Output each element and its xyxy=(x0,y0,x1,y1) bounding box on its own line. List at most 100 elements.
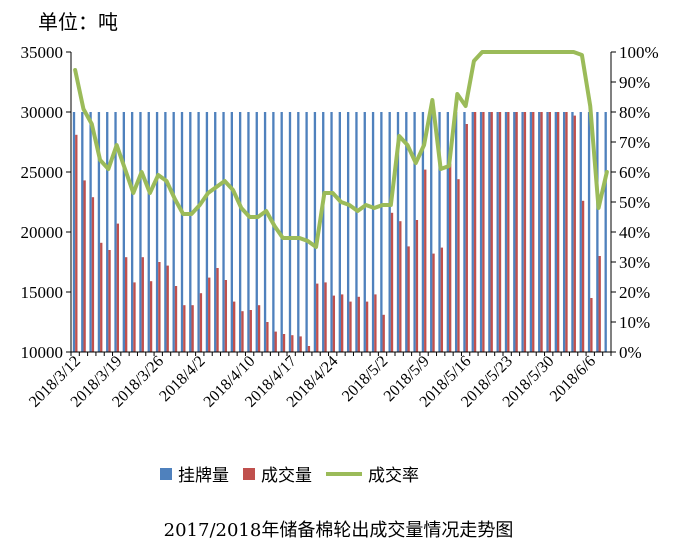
legend: 挂牌量 成交量 成交率 xyxy=(160,461,419,486)
listed-bar xyxy=(263,112,267,352)
traded-bar xyxy=(440,247,444,352)
listed-bar xyxy=(496,112,499,352)
traded-bar xyxy=(307,346,311,352)
listed-bar xyxy=(81,112,84,352)
listed-bar xyxy=(255,112,258,352)
listed-bar xyxy=(396,112,400,352)
right-tick-label: 20% xyxy=(619,283,650,302)
traded-bar xyxy=(557,112,560,352)
traded-bar xyxy=(490,112,493,352)
legend-swatch-traded xyxy=(243,467,255,480)
traded-bar xyxy=(133,282,136,352)
traded-bar xyxy=(540,112,543,352)
listed-bar xyxy=(471,112,474,352)
traded-bar xyxy=(100,242,103,352)
rate-line xyxy=(73,50,609,249)
listed-bar xyxy=(562,112,566,352)
traded-bar xyxy=(565,112,568,352)
listed-bar xyxy=(280,112,283,352)
listed-bar xyxy=(554,112,557,352)
right-tick-label: 0% xyxy=(619,343,642,362)
left-tick-label: 30000 xyxy=(21,103,64,122)
traded-bar xyxy=(158,262,161,352)
listed-bar xyxy=(529,112,533,352)
listed-bar xyxy=(438,112,441,352)
traded-bar xyxy=(349,301,352,352)
listed-bar xyxy=(147,112,150,352)
listed-bar xyxy=(430,112,433,352)
left-tick-label: 10000 xyxy=(21,343,64,362)
left-tick-label: 25000 xyxy=(21,163,64,182)
listed-bar xyxy=(205,112,209,352)
x-tick-label: 2018/6/6 xyxy=(547,353,599,405)
traded-bar xyxy=(407,246,410,352)
traded-bar xyxy=(465,124,468,352)
listed-bar xyxy=(214,112,217,352)
line-series-group xyxy=(73,50,609,249)
right-tick-label: 70% xyxy=(619,133,650,152)
listed-bar xyxy=(106,112,109,352)
traded-bar xyxy=(291,335,294,352)
listed-bar xyxy=(164,112,167,352)
traded-bar xyxy=(365,301,369,352)
traded-bar xyxy=(91,197,95,352)
traded-bar xyxy=(324,282,327,352)
traded-bar xyxy=(399,221,402,352)
listed-bar xyxy=(446,112,449,352)
listed-bar xyxy=(463,112,466,352)
listed-bar xyxy=(380,112,383,352)
listed-bar xyxy=(305,112,308,352)
legend-swatch-listed xyxy=(160,467,172,480)
traded-bar xyxy=(507,112,510,352)
traded-bar xyxy=(424,169,427,352)
traded-bar xyxy=(590,298,593,352)
traded-bar xyxy=(149,281,153,352)
listed-bar xyxy=(330,112,333,352)
listed-bar xyxy=(479,112,483,352)
traded-bar xyxy=(498,112,502,352)
right-tick-label: 90% xyxy=(619,73,650,92)
traded-bar xyxy=(316,283,319,352)
listed-bar xyxy=(571,112,574,352)
right-tick-label: 40% xyxy=(619,223,650,242)
legend-item-listed: 挂牌量 xyxy=(160,461,229,486)
listed-bar xyxy=(130,112,134,352)
right-tick-label: 60% xyxy=(619,163,650,182)
listed-bar xyxy=(604,112,607,352)
listed-bar xyxy=(272,112,275,352)
traded-bar xyxy=(116,223,120,352)
listed-bar xyxy=(513,112,516,352)
traded-bar xyxy=(233,301,236,352)
legend-item-rate: 成交率 xyxy=(326,461,419,486)
listed-bar xyxy=(405,112,408,352)
listed-bar xyxy=(388,112,391,352)
listed-bar xyxy=(155,112,159,352)
listed-bar xyxy=(247,112,250,352)
traded-bar xyxy=(266,322,269,352)
traded-bar xyxy=(449,163,452,352)
right-tick-label: 30% xyxy=(619,253,650,272)
figure-title: 2017/2018年储备棉轮出成交量情况走势图 xyxy=(163,520,514,541)
listed-bar xyxy=(322,112,325,352)
left-tick-label: 20000 xyxy=(21,223,64,242)
listed-bar xyxy=(488,112,491,352)
legend-item-traded: 成交量 xyxy=(243,461,312,486)
legend-swatch-rate xyxy=(326,471,362,476)
listed-bar xyxy=(504,112,508,352)
traded-bar xyxy=(141,257,144,352)
listed-bar xyxy=(587,112,591,352)
listed-bar xyxy=(172,112,175,352)
traded-bar xyxy=(432,253,435,352)
legend-label-listed: 挂牌量 xyxy=(178,466,229,486)
traded-bar xyxy=(191,305,194,352)
listed-bar xyxy=(546,112,549,352)
traded-bar xyxy=(548,112,552,352)
traded-bar xyxy=(523,112,527,352)
listed-bar xyxy=(297,112,300,352)
right-tick-label: 100% xyxy=(619,43,659,62)
chart-canvas: 10000 15000 20000 25000 30000 35000 0% 10% 20% 30… xyxy=(21,43,659,411)
listed-bar xyxy=(197,112,200,352)
listed-bar xyxy=(454,112,458,352)
right-tick-label: 10% xyxy=(619,313,650,332)
traded-bar xyxy=(216,268,219,352)
